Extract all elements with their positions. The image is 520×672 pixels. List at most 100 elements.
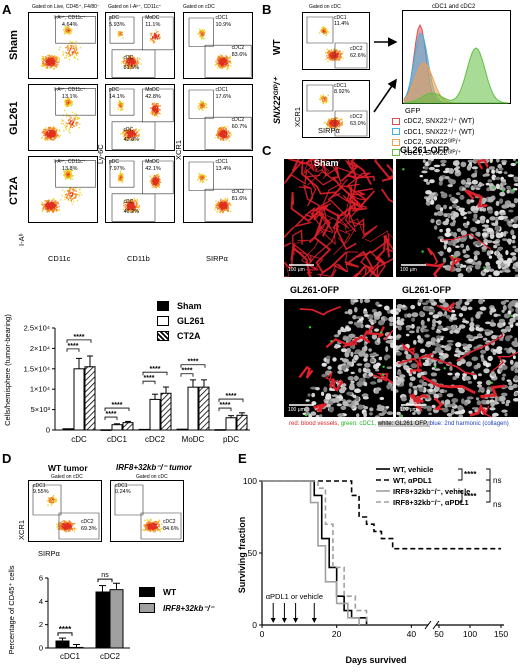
- tumor-cell: [363, 314, 370, 317]
- tumor-cell: [426, 405, 431, 412]
- flow-a-r3-c2-dots: [109, 160, 174, 222]
- gate-label: 69.3%: [81, 526, 97, 532]
- tumor-cell: [483, 238, 489, 243]
- panel-d-yaxis: XCR1: [17, 519, 26, 540]
- arrow: [373, 78, 397, 113]
- tumor-cell: [442, 407, 449, 413]
- gate-outline: [204, 188, 252, 222]
- tumor-cell: [439, 228, 443, 233]
- gate-label: 17.6%: [215, 94, 232, 100]
- gate-outline: [142, 16, 174, 51]
- sig-bracket: [104, 407, 130, 412]
- tumor-cell: [462, 373, 467, 377]
- gate-label: cDC2: [231, 189, 245, 196]
- tumor-cell: [507, 187, 512, 191]
- tumor-cell: [355, 396, 360, 402]
- tumor-cell: [440, 163, 446, 167]
- col-header-2: Gated on I-Aᵇ⁺, CD11c⁺: [108, 4, 162, 10]
- panel-b-arrows: [373, 37, 398, 113]
- tumor-cell: [486, 187, 490, 192]
- tumor-cell: [499, 395, 506, 402]
- tumor-cell: [414, 353, 420, 359]
- x-tick-label: cDC1: [107, 435, 128, 444]
- tumor-cell: [458, 414, 463, 417]
- tumor-cell: [307, 393, 311, 397]
- tumor-cell: [354, 388, 361, 393]
- x-tick-label: MoDC: [182, 435, 205, 444]
- tumor-cell: [384, 332, 391, 337]
- tumor-cell: [462, 211, 468, 215]
- tumor-cell: [406, 313, 412, 318]
- tumor-cell: [326, 359, 330, 364]
- gate-label: cDC1: [215, 87, 229, 93]
- tumor-cell: [467, 258, 474, 263]
- legend-swatch: [392, 138, 400, 146]
- stat-bracket: [458, 490, 463, 503]
- tumor-cell: [506, 257, 512, 264]
- sig-bracket: [66, 348, 80, 352]
- tumor-cell: [447, 343, 454, 346]
- tumor-cell: [460, 161, 467, 168]
- x-tick-label: 150: [494, 629, 508, 639]
- hist-curve-4: [403, 47, 509, 104]
- tumor-cell: [363, 353, 369, 359]
- stat-bracket: [458, 468, 463, 481]
- tumor-cell: [372, 319, 377, 324]
- tumor-cell: [431, 404, 436, 409]
- tumor-cell: [480, 349, 487, 354]
- flow-a-r1-c2: pDC 5.93% MoDC 11.1% cDC 81.5%: [105, 12, 175, 79]
- cdc1-cell: [382, 373, 385, 376]
- tumor-cell: [461, 320, 468, 323]
- gate-label: cDC1: [215, 159, 229, 165]
- tumor-cell: [479, 215, 486, 221]
- tumor-cell: [491, 335, 498, 340]
- tumor-cell: [461, 343, 468, 347]
- bar-ko-cdc2: [109, 589, 124, 649]
- gate-outline: [204, 44, 252, 78]
- blood-vessel: [456, 333, 504, 362]
- tumor-cell: [427, 383, 433, 387]
- flow-a-r3-c2: pDC 7.97% MoDC 42.1% cDC 46.2%: [105, 156, 175, 223]
- tumor-cell: [354, 306, 358, 313]
- sig-bracket: [218, 398, 244, 403]
- tumor-cell: [413, 390, 418, 396]
- tumor-cell: [346, 391, 353, 396]
- tumor-cell: [373, 311, 380, 317]
- tumor-cell: [429, 179, 435, 184]
- x-tick-label: cDC2: [100, 652, 121, 661]
- blood-vessel: [347, 186, 376, 209]
- sig-stars: ****: [59, 625, 72, 634]
- bar-sham-cdc2: [138, 428, 150, 431]
- blood-vessel: [342, 330, 371, 348]
- sig-bracket: [218, 407, 232, 412]
- tumor-cell: [389, 322, 393, 327]
- tumor-cell: [498, 318, 505, 323]
- flow-a-r2-c2-dots: [109, 88, 174, 150]
- tumor-cell: [321, 362, 327, 367]
- tumor-cell: [422, 159, 426, 163]
- micro-title-gl261-2: GL261-OFP: [290, 285, 340, 295]
- tumor-cell: [340, 348, 348, 353]
- tumor-cell: [347, 308, 353, 315]
- tumor-cell: [419, 299, 423, 302]
- tumor-cell: [483, 329, 491, 333]
- tumor-cell: [416, 326, 421, 329]
- tumor-cell: [501, 204, 509, 209]
- gate-outline: [111, 121, 156, 150]
- gate-outline: [55, 88, 96, 116]
- tumor-cell: [508, 347, 513, 353]
- tumor-cell: [446, 247, 452, 253]
- tumor-cell: [508, 224, 513, 227]
- x-tick-label: pDC: [223, 435, 239, 444]
- tumor-cell: [465, 361, 473, 367]
- tumor-cell: [453, 211, 459, 218]
- tumor-cell: [454, 411, 461, 415]
- tumor-cell: [489, 159, 493, 164]
- tumor-cell: [411, 317, 415, 322]
- blood-vessel: [480, 384, 505, 399]
- tumor-cell: [311, 392, 316, 398]
- tumor-cell: [505, 326, 511, 330]
- tumor-cell: [482, 174, 487, 177]
- tumor-cell: [502, 304, 507, 311]
- gate-label: 42.8%: [145, 94, 161, 100]
